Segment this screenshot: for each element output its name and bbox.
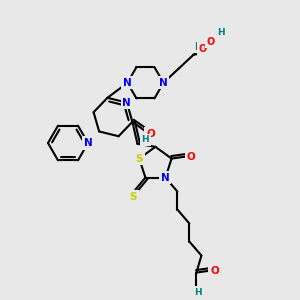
Text: H: H <box>142 135 149 144</box>
Text: O: O <box>210 266 219 276</box>
Text: H: H <box>217 28 224 37</box>
Text: H: H <box>195 288 202 297</box>
Text: O: O <box>206 37 214 47</box>
Text: O: O <box>198 44 207 54</box>
Text: N: N <box>161 172 170 183</box>
Text: N: N <box>123 78 132 88</box>
Text: S: S <box>130 192 137 202</box>
Text: H: H <box>194 42 202 52</box>
Text: S: S <box>136 154 143 164</box>
Text: O: O <box>146 129 155 139</box>
Text: O: O <box>186 152 195 162</box>
Text: N: N <box>84 138 92 148</box>
Text: N: N <box>159 78 168 88</box>
Text: N: N <box>122 98 131 108</box>
